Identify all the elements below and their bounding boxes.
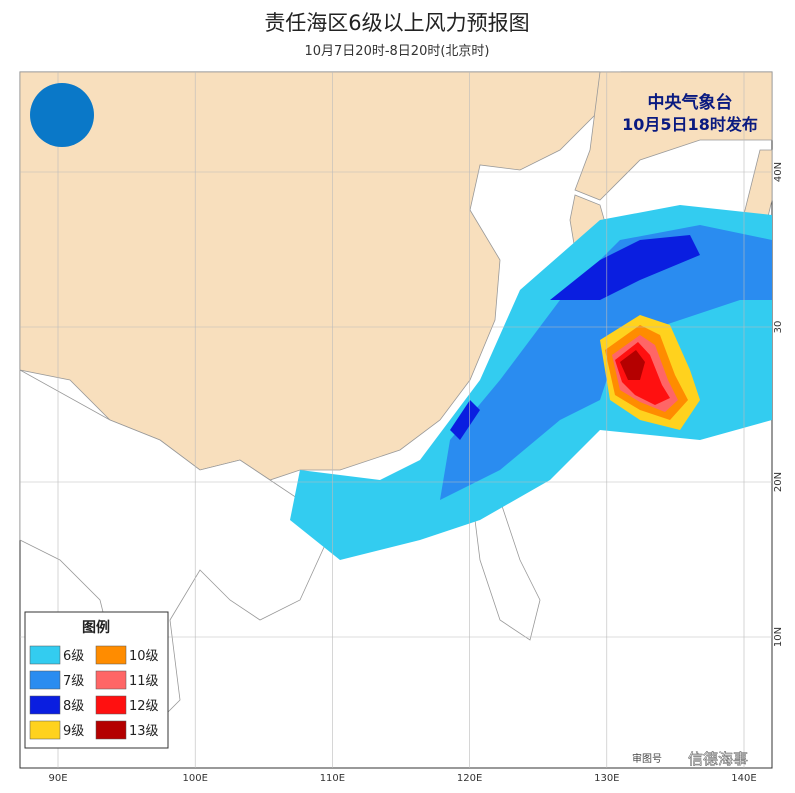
logo	[30, 83, 94, 147]
longitude-label: 130E	[594, 773, 619, 784]
longitude-label: 140E	[731, 773, 756, 784]
legend-label: 13级	[129, 724, 159, 739]
latitude-label: 40N	[773, 162, 784, 182]
watermark: 信德海事	[688, 750, 748, 768]
legend-swatch	[29, 720, 61, 740]
longitude-label: 100E	[182, 773, 207, 784]
legend-label: 6级	[63, 649, 84, 664]
longitude-label: 120E	[457, 773, 482, 784]
issue-time: 10月5日18时发布	[622, 115, 758, 134]
title: 责任海区6级以上风力预报图	[264, 11, 529, 35]
review-number: 审图号	[632, 752, 662, 765]
subtitle: 10月7日20时-8日20时(北京时)	[304, 44, 489, 59]
latitude-label: 20N	[773, 472, 784, 492]
longitude-label: 90E	[48, 773, 67, 784]
legend-label: 11级	[129, 674, 159, 689]
latitude-label: 30	[773, 321, 784, 334]
legend-swatch	[95, 695, 127, 715]
axes: 90E 100E 110E 120E 130E 140E 40N 30 20N 10N	[20, 72, 784, 784]
legend-swatch	[29, 645, 61, 665]
legend-label: 8级	[63, 699, 84, 714]
legend-swatch	[95, 670, 127, 690]
legend-label: 12级	[129, 699, 159, 714]
legend-label: 10级	[129, 649, 159, 664]
wind-zones	[290, 205, 772, 560]
legend-label: 7级	[63, 674, 84, 689]
legend-swatch	[95, 645, 127, 665]
legend-title: 图例	[82, 619, 110, 636]
latitude-label: 10N	[773, 627, 784, 647]
legend-label: 9级	[63, 724, 84, 739]
legend: 6级 10级 7级 11级 8级 12级 9级 13级	[29, 645, 159, 740]
legend-swatch	[29, 695, 61, 715]
agency: 中央气象台	[648, 92, 733, 113]
legend-swatch	[29, 670, 61, 690]
legend-swatch	[95, 720, 127, 740]
longitude-label: 110E	[320, 773, 345, 784]
